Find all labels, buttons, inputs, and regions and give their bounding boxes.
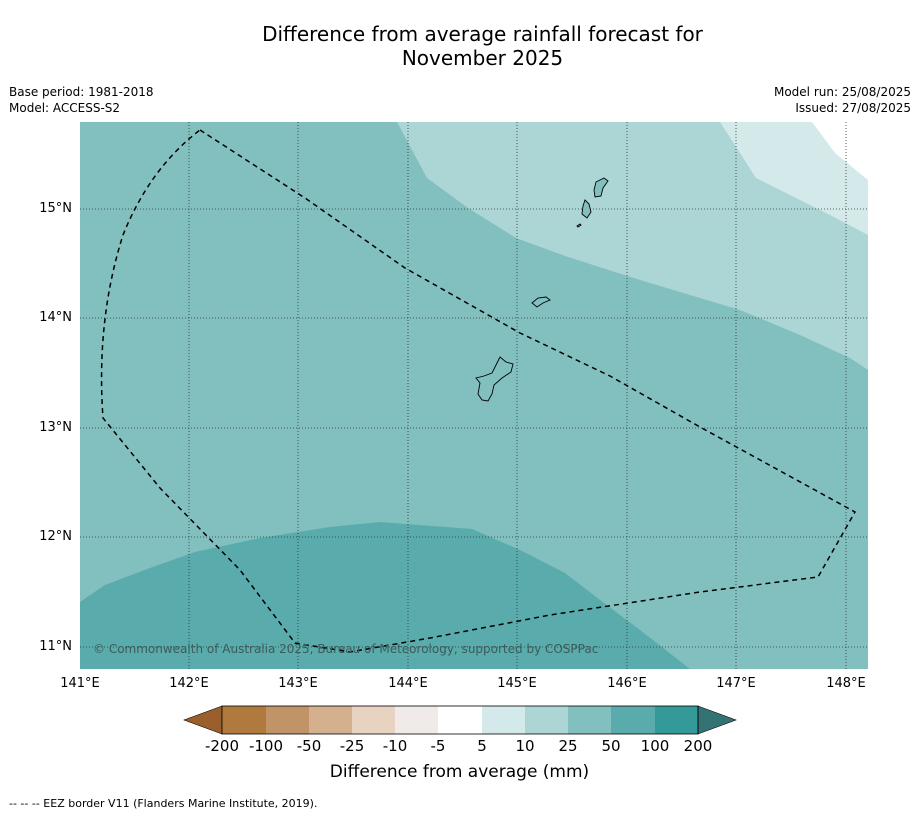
cb-tick-3: -25 bbox=[339, 737, 365, 755]
graticule bbox=[80, 122, 868, 669]
cb-tick-10: 100 bbox=[640, 737, 670, 755]
cb-seg-6 bbox=[438, 706, 482, 734]
lon-label-144e: 144°E bbox=[388, 676, 428, 691]
map-title: Difference from average rainfall forecas… bbox=[0, 22, 919, 70]
cb-seg-2 bbox=[266, 706, 309, 734]
cb-tick-7: 10 bbox=[515, 737, 535, 755]
base-period: Base period: 1981-2018 bbox=[9, 85, 154, 99]
island-tinian bbox=[581, 199, 592, 219]
zone-5-10 bbox=[720, 122, 868, 235]
cb-tick-4: -10 bbox=[382, 737, 408, 755]
lat-label-15n: 15°N bbox=[39, 201, 72, 216]
island-rota bbox=[531, 296, 551, 308]
lon-label-147e: 147°E bbox=[716, 676, 756, 691]
lon-label-145e: 145°E bbox=[497, 676, 537, 691]
cb-seg-4 bbox=[352, 706, 395, 734]
colorbar-title: Difference from average (mm) bbox=[329, 762, 590, 782]
cb-tick-9: 50 bbox=[601, 737, 621, 755]
cb-seg-5 bbox=[395, 706, 438, 734]
zone-10-25 bbox=[397, 122, 868, 370]
cb-tick-0: -200 bbox=[204, 737, 240, 755]
lat-label-12n: 12°N bbox=[39, 529, 72, 544]
cb-seg-9 bbox=[568, 706, 611, 734]
issued-date: Issued: 27/08/2025 bbox=[795, 101, 911, 115]
model-run: Model run: 25/08/2025 bbox=[773, 85, 911, 99]
lat-label-14n: 14°N bbox=[39, 310, 72, 325]
island-saipan bbox=[593, 177, 609, 198]
colorbar-high-extend bbox=[697, 705, 737, 735]
cb-tick-6: 5 bbox=[477, 737, 487, 755]
lat-label-11n: 11°N bbox=[39, 639, 72, 654]
lat-label-13n: 13°N bbox=[39, 420, 72, 435]
lon-label-143e: 143°E bbox=[278, 676, 318, 691]
cb-seg-8 bbox=[525, 706, 568, 734]
title-line-2: November 2025 bbox=[401, 46, 564, 70]
colorbar-low-extend bbox=[183, 705, 223, 735]
cb-tick-11: 200 bbox=[683, 737, 713, 755]
cb-tick-1: -100 bbox=[248, 737, 284, 755]
model-name: Model: ACCESS-S2 bbox=[9, 101, 121, 115]
colorbar-segments bbox=[222, 706, 698, 734]
lon-label-146e: 146°E bbox=[607, 676, 647, 691]
meta-right: Model run: 25/08/2025 Issued: 27/08/2025 bbox=[774, 84, 911, 116]
island-guam bbox=[475, 356, 514, 402]
cb-seg-3 bbox=[309, 706, 352, 734]
copyright-notice: © Commonwealth of Australia 2025, Bureau… bbox=[93, 642, 599, 656]
eez-border bbox=[100, 129, 857, 653]
islands bbox=[475, 177, 609, 402]
zone-neutral bbox=[812, 122, 868, 180]
rainfall-map bbox=[80, 122, 868, 669]
lon-label-141e: 141°E bbox=[60, 676, 100, 691]
cb-seg-10 bbox=[611, 706, 655, 734]
cb-tick-8: 25 bbox=[558, 737, 578, 755]
eez-footnote: -- -- -- EEZ border V11 (Flanders Marine… bbox=[9, 797, 318, 810]
cb-tick-2: -50 bbox=[296, 737, 322, 755]
cb-seg-1 bbox=[222, 706, 266, 734]
lon-label-148e: 148°E bbox=[826, 676, 866, 691]
cb-seg-11 bbox=[655, 706, 698, 734]
meta-left: Base period: 1981-2018 Model: ACCESS-S2 bbox=[9, 84, 154, 116]
lon-label-142e: 142°E bbox=[169, 676, 209, 691]
cb-tick-5: -5 bbox=[430, 737, 446, 755]
zone-50-100 bbox=[80, 522, 690, 669]
cb-seg-7 bbox=[482, 706, 525, 734]
title-line-1: Difference from average rainfall forecas… bbox=[262, 22, 703, 46]
island-aguijan bbox=[576, 223, 582, 228]
